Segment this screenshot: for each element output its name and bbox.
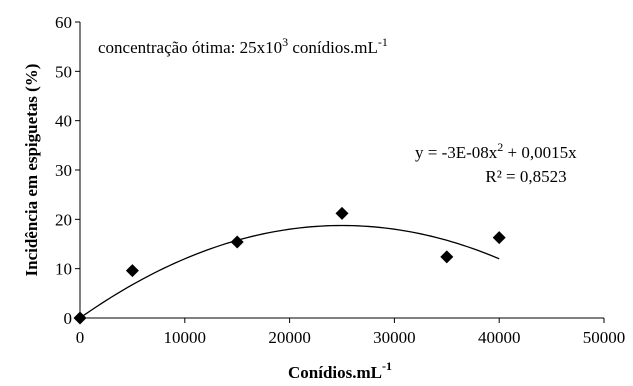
y-tick-label: 20 xyxy=(55,210,72,229)
data-point xyxy=(230,235,244,249)
y-tick-label: 50 xyxy=(55,62,72,81)
y-tick-label: 0 xyxy=(64,309,73,328)
x-axis-title-sup: -1 xyxy=(382,359,392,373)
trend-equation: y = -3E-08x2 + 0,0015x xyxy=(415,140,577,162)
data-point xyxy=(492,231,506,245)
x-tick-label: 0 xyxy=(76,328,85,347)
data-point xyxy=(335,206,349,220)
x-tick-label: 50000 xyxy=(583,328,626,347)
x-axis-title: Conídios.mL-1 xyxy=(288,359,392,382)
y-tick-label: 10 xyxy=(55,260,72,279)
x-ticks: 0 10000 20000 30000 40000 50000 xyxy=(76,318,626,347)
y-axis-title: Incidência em espiguetas (%) xyxy=(22,64,41,277)
optimal-exp: 3 xyxy=(282,35,288,49)
trendline xyxy=(79,224,500,319)
optimal-unit: conídios.mL xyxy=(288,38,378,57)
equation-exp: 2 xyxy=(497,140,503,154)
optimal-unit-exp: -1 xyxy=(378,35,388,49)
optimal-prefix: concentração ótima: 25x10 xyxy=(98,38,282,57)
data-point xyxy=(73,311,87,325)
y-ticks: 0 10 20 30 40 50 60 xyxy=(55,13,80,328)
equation-a: y = -3E-08x xyxy=(415,143,498,162)
equation-b: + 0,0015x xyxy=(503,143,577,162)
x-tick-label: 30000 xyxy=(373,328,416,347)
x-tick-label: 40000 xyxy=(478,328,521,347)
x-tick-label: 20000 xyxy=(268,328,311,347)
x-tick-label: 10000 xyxy=(164,328,207,347)
y-tick-label: 30 xyxy=(55,161,72,180)
y-tick-label: 40 xyxy=(55,112,72,131)
data-point xyxy=(440,250,454,264)
y-tick-label: 60 xyxy=(55,13,72,32)
optimal-concentration-note: concentração ótima: 25x103 conídios.mL-1 xyxy=(98,35,388,57)
data-points xyxy=(73,206,506,325)
x-axis-title-text: Conídios.mL xyxy=(288,363,382,382)
r-squared: R² = 0,8523 xyxy=(485,167,566,186)
data-point xyxy=(125,264,139,278)
